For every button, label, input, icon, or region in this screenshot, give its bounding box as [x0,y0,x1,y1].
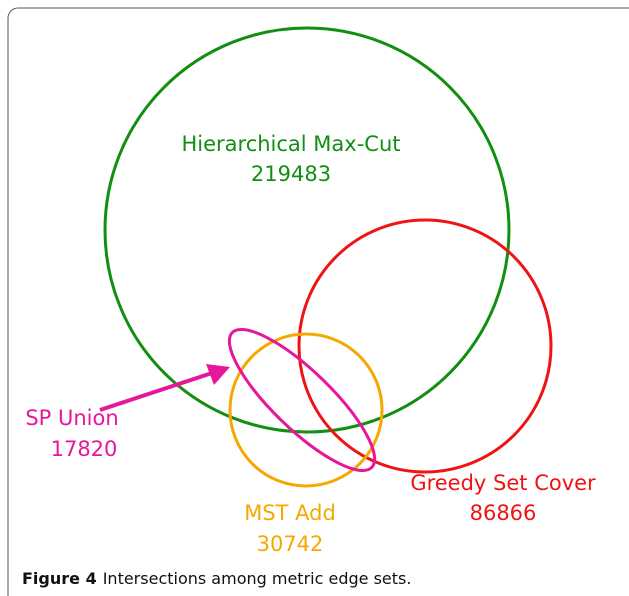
set-name: Hierarchical Max-Cut [181,132,400,156]
set-ellipse [227,327,377,473]
caption-label: Figure 4 [22,569,97,588]
set-size: 30742 [257,532,324,556]
set-name: SP Union [25,406,118,430]
set-size: 17820 [51,437,118,461]
set-size: 86866 [470,501,537,525]
set-name: Greedy Set Cover [410,471,596,495]
caption: Figure 4 Intersections among metric edge … [22,569,411,588]
set-name: MST Add [244,501,336,525]
set-circle [103,26,511,434]
arrow-line [99,371,213,412]
set-size: 219483 [251,162,331,186]
set-circle [297,218,553,474]
caption-text: Intersections among metric edge sets. [103,569,412,588]
arrow-head [206,364,230,385]
figure-border [7,7,629,596]
set-circle [228,332,384,488]
